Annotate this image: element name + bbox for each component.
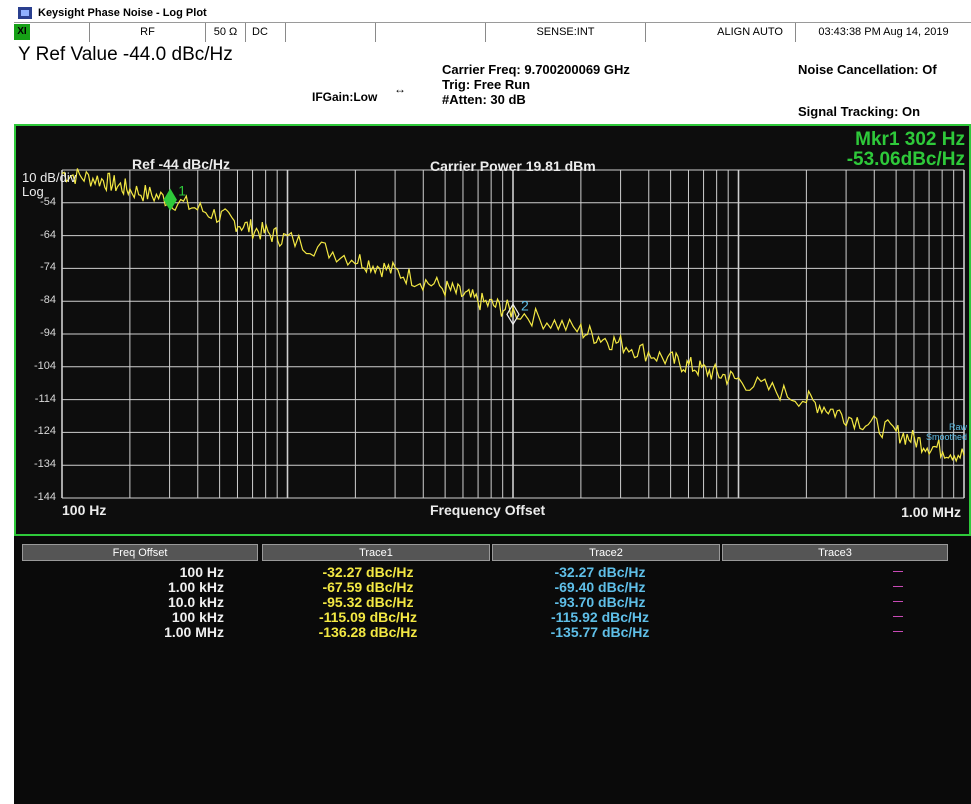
y-tick-label: -124	[33, 425, 56, 438]
col-trace2[interactable]: Trace2	[492, 544, 720, 561]
marker1-readout-value: -53.06dBc/Hz	[846, 149, 965, 170]
table-row: 10.0 kHz -95.32 dBc/Hz -93.70 dBc/Hz —	[14, 594, 971, 610]
measurement-info-bar: Y Ref Value -44.0 dBc/Hz ↔ IFGain:Low Ca…	[14, 42, 971, 120]
y-tick-label: -74	[40, 261, 56, 274]
status-empty-cell-2	[286, 23, 376, 42]
cell-trace3: —	[893, 596, 903, 607]
cell-freq-offset: 1.00 MHz	[164, 624, 224, 640]
window-title: Keysight Phase Noise - Log Plot	[38, 7, 207, 19]
signal-tracking-status: Signal Tracking: On	[798, 104, 921, 119]
marker1-label: 1	[178, 183, 186, 199]
trace1-line	[61, 168, 965, 463]
cell-trace3: —	[893, 566, 903, 577]
if-gain-setting: IFGain:Low	[312, 90, 378, 104]
cell-trace2: -32.27 dBc/Hz	[554, 564, 646, 580]
table-row: 1.00 MHz -136.28 dBc/Hz -135.77 dBc/Hz —	[14, 624, 971, 640]
status-impedance: 50 Ω	[206, 23, 246, 42]
marker2-diamond[interactable]	[506, 303, 520, 326]
cell-trace1: -115.09 dBc/Hz	[318, 609, 418, 625]
status-sense: SENSE:INT	[486, 23, 646, 42]
scale-log-label: Log	[22, 184, 44, 199]
window-title-bar: Keysight Phase Noise - Log Plot	[14, 4, 971, 22]
cell-trace1: -67.59 dBc/Hz	[322, 579, 414, 595]
marker1-readout: Mkr1 302 Hz -53.06dBc/Hz	[847, 130, 965, 170]
x-start-label: 100 Hz	[62, 502, 107, 518]
x-stop-label: 1.00 MHz	[901, 504, 961, 520]
y-tick-label: -64	[40, 228, 56, 241]
trigger-arrow-icon: ↔	[394, 82, 406, 96]
col-freq-offset[interactable]: Freq Offset	[22, 544, 258, 561]
markers[interactable]: 12	[163, 183, 529, 326]
status-align: ALIGN AUTO	[646, 23, 796, 42]
marker-table-panel: Freq Offset Trace1 Trace2 Trace3 100 Hz -…	[14, 536, 971, 804]
status-bar: XI RF 50 Ω DC SENSE:INT ALIGN AUTO 03:43…	[14, 22, 971, 43]
scale-per-div: 10 dB/div	[22, 170, 77, 185]
ref-level: Ref -44 dBc/Hz	[132, 156, 231, 172]
y-tick-label: -84	[40, 294, 56, 307]
carrier-power: Carrier Power 19.81 dBm	[430, 158, 596, 174]
table-row: 100 Hz -32.27 dBc/Hz -32.27 dBc/Hz —	[14, 564, 971, 580]
atten-setting: #Atten: 30 dB	[442, 92, 526, 107]
cell-trace2: -135.77 dBc/Hz	[550, 624, 650, 640]
y-tick-label: -54	[40, 195, 56, 208]
cell-trace3: —	[893, 611, 903, 622]
cell-freq-offset: 100 kHz	[171, 609, 224, 625]
cell-freq-offset: 1.00 kHz	[167, 579, 224, 595]
y-tick-label: -94	[40, 327, 56, 339]
cell-trace1: -95.32 dBc/Hz	[322, 594, 414, 610]
y-tick-label: -144	[33, 491, 56, 503]
table-row: 100 kHz -115.09 dBc/Hz -115.92 dBc/Hz —	[14, 609, 971, 625]
noise-cancellation-status: Noise Cancellation: Of	[798, 62, 937, 77]
col-trace1[interactable]: Trace1	[262, 544, 490, 561]
x-axis-title: Frequency Offset	[430, 502, 546, 518]
status-coupling: DC	[246, 23, 286, 42]
graticule-grid	[61, 169, 965, 499]
trig-setting: Trig: Free Run	[442, 77, 531, 92]
trace-tag-smoothed: Smoothed	[925, 432, 967, 442]
cell-freq-offset: 100 Hz	[179, 564, 224, 580]
marker2-label: 2	[521, 297, 529, 313]
cell-trace1: -32.27 dBc/Hz	[322, 564, 414, 580]
carrier-settings: Carrier Freq: 9.700200069 GHz Trig: Free…	[442, 62, 630, 107]
cell-trace2: -93.70 dBc/Hz	[554, 594, 646, 610]
status-rf: RF	[90, 23, 206, 42]
cell-freq-offset: 10.0 kHz	[167, 594, 224, 610]
trace-tag-raw: Raw	[948, 422, 967, 432]
status-empty-cell-3	[376, 23, 486, 42]
y-tick-label: -104	[33, 359, 56, 372]
table-row: 1.00 kHz -67.59 dBc/Hz -69.40 dBc/Hz —	[14, 579, 971, 595]
status-empty-cell	[30, 23, 90, 42]
plot-canvas[interactable]: 12	[16, 126, 969, 534]
y-tick-label: -134	[33, 458, 56, 471]
col-trace3[interactable]: Trace3	[722, 544, 948, 561]
cell-trace2: -69.40 dBc/Hz	[554, 579, 646, 595]
cell-trace2: -115.92 dBc/Hz	[550, 609, 650, 625]
marker1-diamond[interactable]	[163, 188, 177, 211]
analyzer-app-icon	[18, 7, 32, 19]
table-header: Freq Offset Trace1 Trace2 Trace3	[22, 544, 948, 561]
marker1-readout-freq: Mkr1 302 Hz	[855, 129, 965, 150]
status-datetime: 03:43:38 PM Aug 14, 2019	[818, 26, 949, 38]
cell-trace1: -136.28 dBc/Hz	[318, 624, 418, 640]
cell-trace3: —	[893, 626, 903, 637]
y-ref-value[interactable]: Y Ref Value -44.0 dBc/Hz	[18, 44, 233, 65]
instrument-indicator: XI	[14, 24, 30, 40]
y-tick-label: -114	[34, 392, 56, 405]
carrier-freq: Carrier Freq: 9.700200069 GHz	[442, 62, 630, 77]
cell-trace3: —	[893, 581, 903, 592]
